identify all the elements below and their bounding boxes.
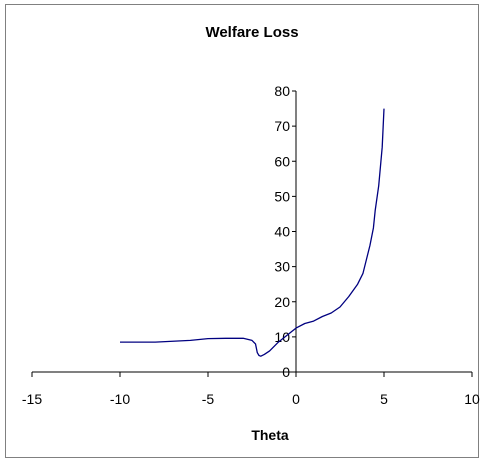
y-tick-label: 0	[282, 364, 290, 380]
plot-area	[120, 108, 385, 357]
y-tick-label: 70	[274, 118, 290, 134]
y-tick-label: 30	[274, 259, 290, 275]
x-tick-label: -15	[22, 391, 42, 407]
x-axis-label: Theta	[251, 427, 289, 443]
series-line-1	[120, 108, 385, 357]
y-tick-label: 60	[274, 153, 290, 169]
x-tick-label: 0	[292, 391, 300, 407]
y-tick-label: 10	[274, 329, 290, 345]
x-tick-label: -5	[202, 391, 215, 407]
y-tick-label: 50	[274, 188, 290, 204]
chart-title: Welfare Loss	[205, 24, 298, 41]
x-tick-label: 5	[380, 391, 388, 407]
x-tick-label: 10	[464, 391, 480, 407]
y-tick-label: 20	[274, 294, 290, 310]
x-tick-label: -10	[110, 391, 130, 407]
y-tick-label: 80	[274, 83, 290, 99]
y-tick-label: 40	[274, 224, 290, 240]
axes: -15 -10 -5 0 5 10 0 10 20 30 40 50 60 70 80	[22, 83, 480, 407]
chart-frame	[5, 4, 479, 458]
